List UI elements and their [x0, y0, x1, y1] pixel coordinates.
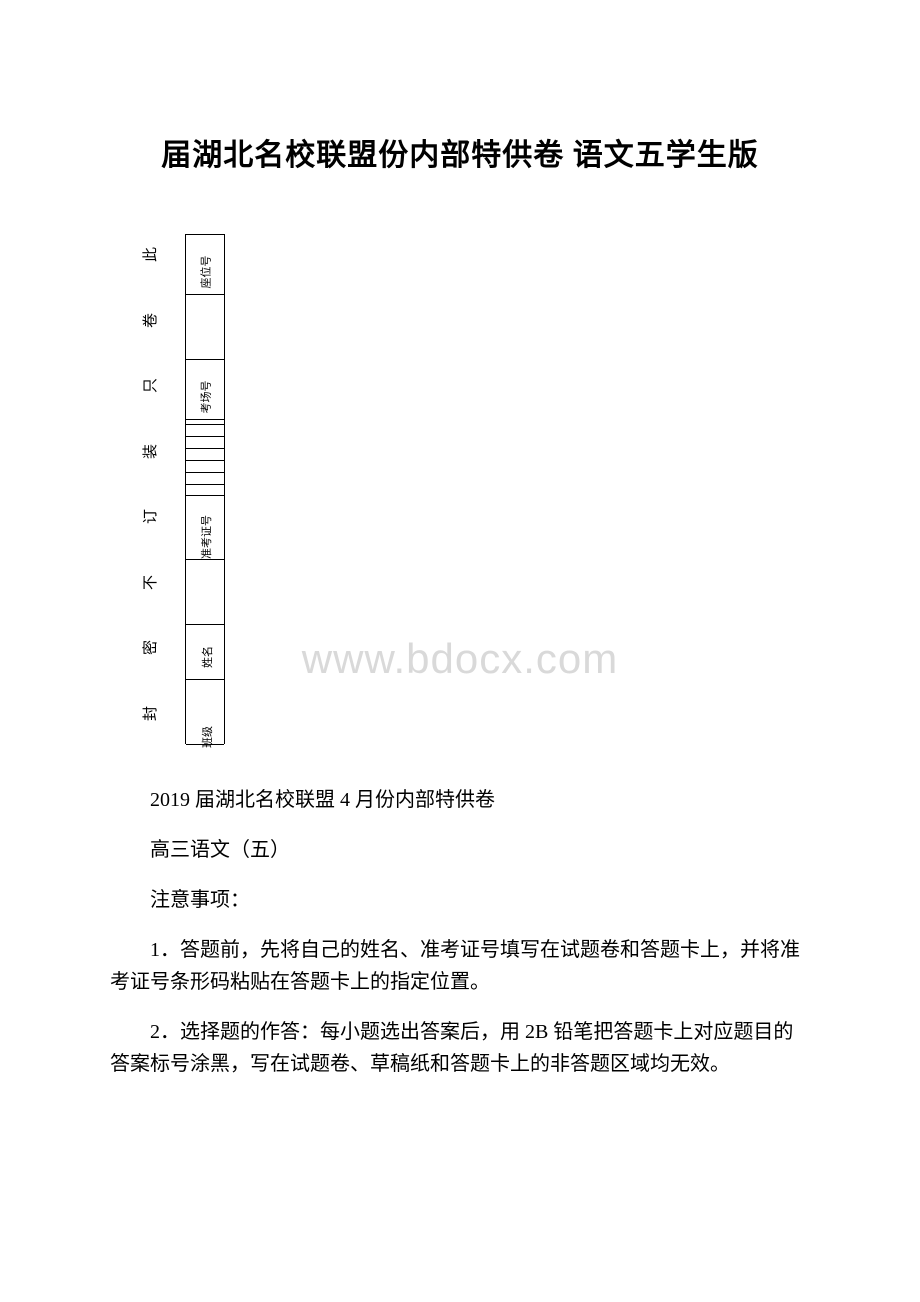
char-1: 卷 [139, 313, 160, 328]
seal-instruction-text: 此 卷 只 装 订 不 密 封 [140, 234, 160, 744]
char-5: 不 [139, 575, 160, 590]
paragraph-3: 注意事项： [110, 884, 810, 916]
seat-number-label: 座位号 [198, 256, 214, 289]
document-body: 2019 届湖北名校联盟 4 月份内部特供卷 高三语文（五） 注意事项： 1．答… [110, 784, 810, 1080]
grid-area [186, 424, 224, 496]
paragraph-1: 2019 届湖北名校联盟 4 月份内部特供卷 [110, 784, 810, 816]
char-6: 密 [139, 640, 160, 655]
char-7: 封 [139, 706, 160, 721]
char-3: 装 [139, 444, 160, 459]
document-title: 届湖北名校联盟份内部特供卷 语文五学生版 [110, 130, 810, 174]
char-4: 订 [139, 509, 160, 524]
form-column: 座位号 考场号 准考证号 姓名 班级 [185, 234, 225, 744]
char-0: 此 [139, 247, 160, 262]
student-info-form: 此 卷 只 装 订 不 密 封 座位号 考场号 准考证号 姓名 班级 [140, 234, 810, 754]
name-label: 姓名 [199, 646, 215, 668]
paragraph-2: 高三语文（五） [110, 834, 810, 866]
paragraph-4: 1．答题前，先将自己的姓名、准考证号填写在试题卷和答题卡上，并将准考证号条形码粘… [110, 934, 810, 998]
exam-room-label: 考场号 [198, 381, 214, 414]
char-2: 只 [139, 378, 160, 393]
admission-ticket-label: 准考证号 [198, 515, 214, 559]
paragraph-5: 2．选择题的作答：每小题选出答案后，用 2B 铅笔把答题卡上对应题目的答案标号涂… [110, 1016, 810, 1080]
